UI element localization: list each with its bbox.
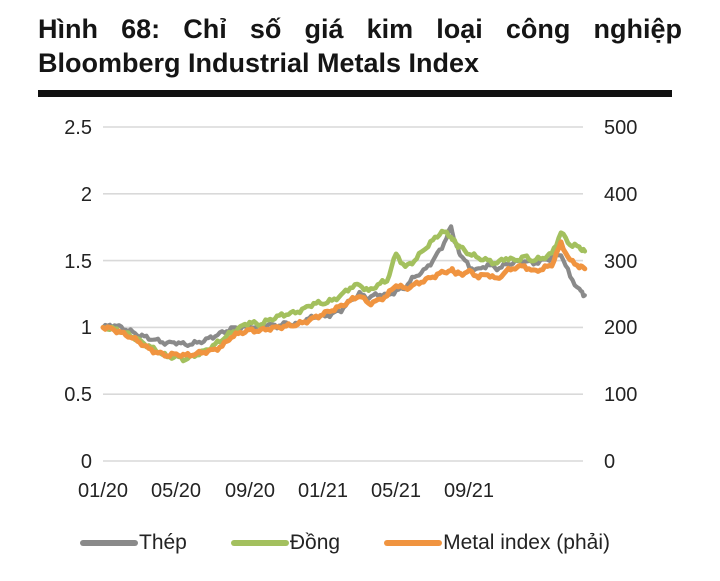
x-tick: 09/21: [444, 480, 494, 502]
y-axis-left-labels: 2.5 2 1.5 1 0.5 0: [64, 117, 92, 473]
chart-area: 2.5 2 1.5 1 0.5 0 500 400 300 200 100 0 …: [0, 110, 720, 522]
metal-line-swatch: [384, 540, 443, 546]
y-left-tick: 1.5: [64, 251, 92, 273]
gridlines: [103, 126, 583, 462]
series-line-dong: [100, 228, 588, 364]
y-left-tick: 2.5: [64, 117, 92, 139]
y-right-tick: 100: [604, 384, 637, 406]
y-left-tick: 0: [81, 451, 92, 473]
x-tick: 01/20: [78, 480, 128, 502]
x-tick: 05/20: [151, 480, 201, 502]
x-axis-labels: 01/20 05/20 09/20 01/21 05/21 09/21: [78, 480, 494, 502]
legend-label-thep: Thép: [139, 531, 187, 554]
figure-title-line1: Hình 68: Chỉ số giá kim loại công nghiệp: [38, 14, 682, 44]
figure-title-line2: Bloomberg Industrial Metals Index: [38, 48, 480, 78]
figure-title: Hình 68: Chỉ số giá kim loại công nghiệp…: [38, 12, 682, 80]
dong-line-swatch: [230, 540, 289, 546]
y-right-tick: 0: [604, 451, 615, 473]
x-tick: 09/20: [225, 480, 275, 502]
series-line-metal: [100, 239, 588, 359]
y-left-tick: 0.5: [64, 384, 92, 406]
legend-item-thep: Thép: [80, 531, 187, 555]
y-left-tick: 1: [81, 317, 92, 339]
y-right-tick: 200: [604, 317, 637, 339]
legend-item-dong: Đồng: [230, 531, 341, 555]
y-axis-right-labels: 500 400 300 200 100 0: [604, 117, 637, 473]
x-tick: 01/21: [298, 480, 348, 502]
y-right-tick: 300: [604, 251, 637, 273]
thep-line-swatch: [80, 540, 138, 546]
x-tick: 05/21: [371, 480, 421, 502]
legend-label-dong: Đồng: [289, 531, 341, 554]
title-divider-bar: [38, 90, 672, 97]
legend-item-metal: Metal index (phải): [384, 531, 610, 555]
chart-svg: 2.5 2 1.5 1 0.5 0 500 400 300 200 100 0 …: [64, 117, 637, 502]
y-right-tick: 400: [604, 184, 637, 206]
y-right-tick: 500: [604, 117, 637, 139]
chart-legend: Thép Đồng Metal index (phải): [0, 531, 690, 555]
legend-label-metal: Metal index (phải): [443, 531, 610, 554]
y-left-tick: 2: [81, 184, 92, 206]
